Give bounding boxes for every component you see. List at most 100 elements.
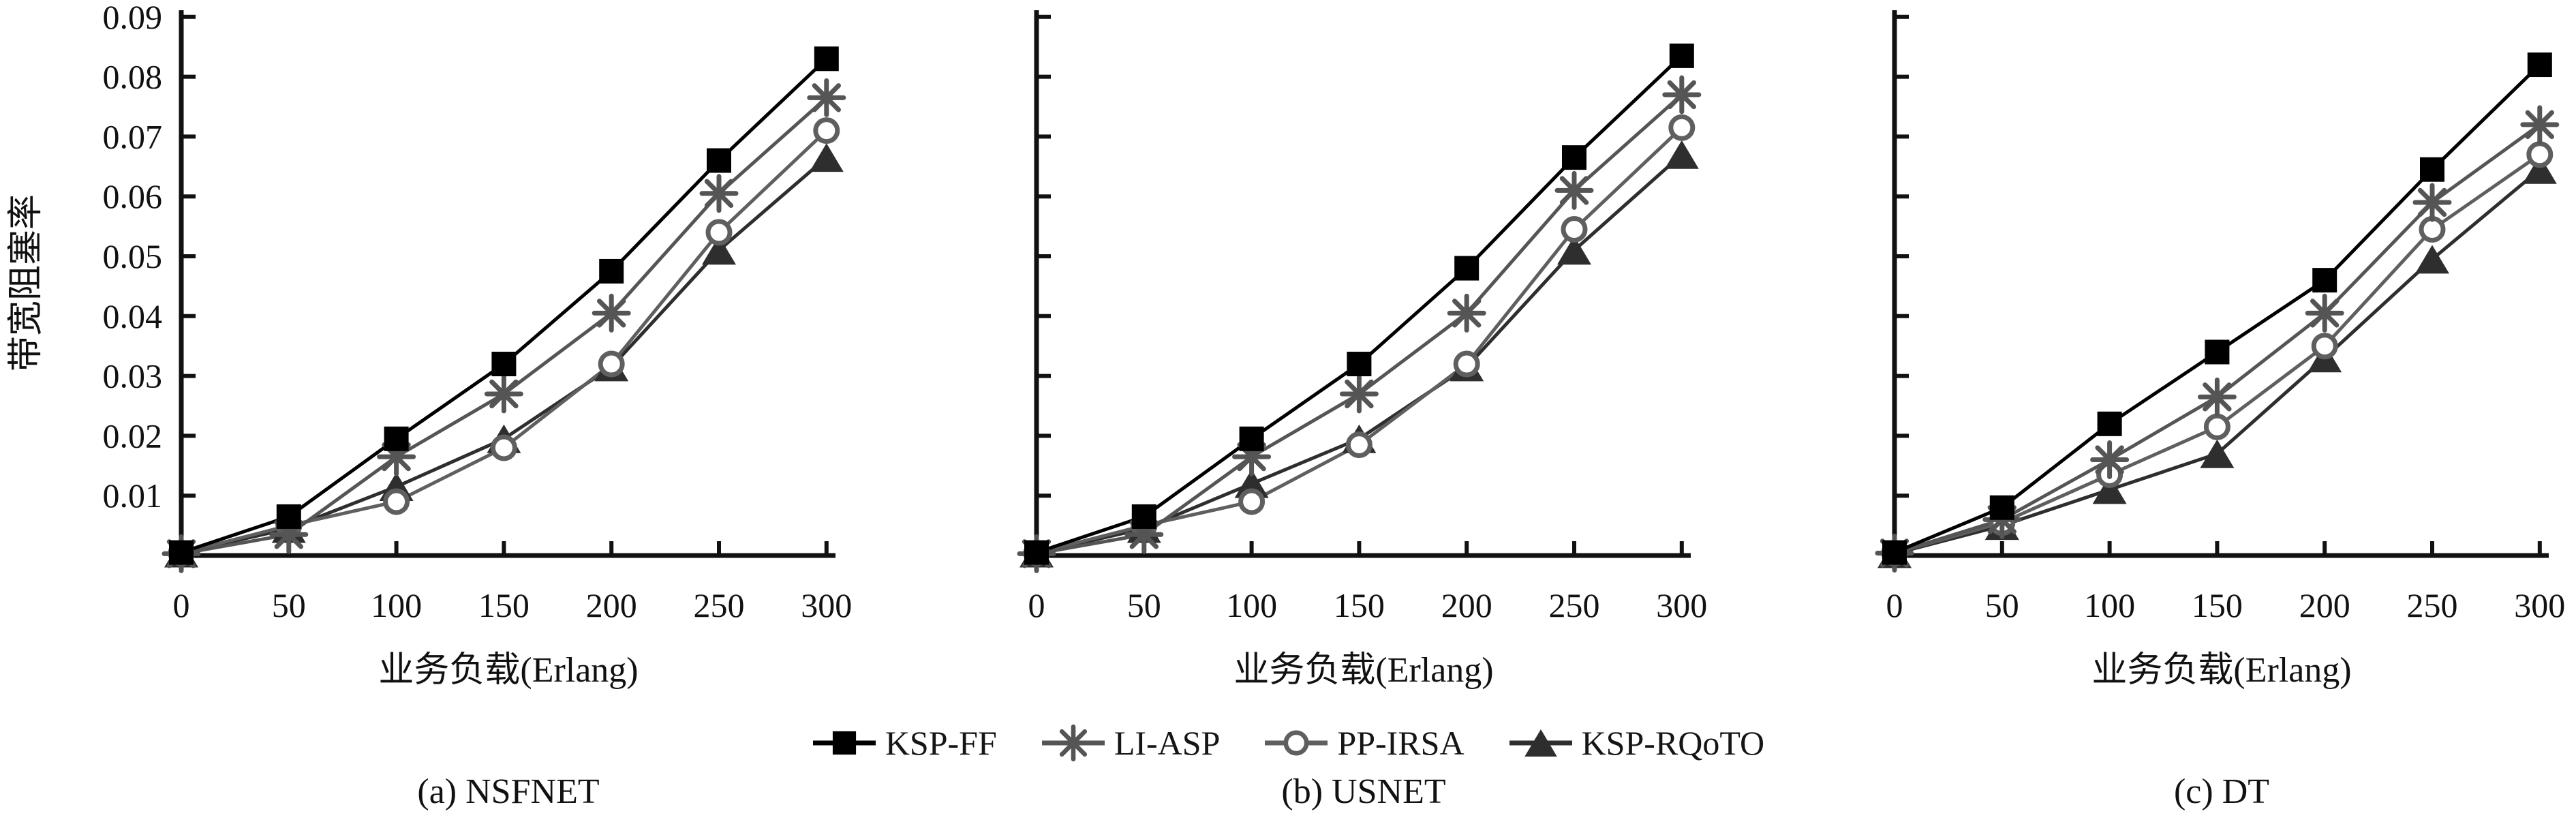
open-circle-marker-icon	[490, 434, 517, 461]
asterisk-marker-icon	[1662, 75, 1702, 115]
open-circle-marker-icon	[2526, 141, 2554, 168]
filled-square-marker-icon	[2312, 268, 2337, 293]
filled-square-marker-icon	[2527, 52, 2552, 78]
filled-triangle-marker-icon	[702, 236, 736, 265]
asterisk-marker-icon	[2305, 293, 2344, 333]
subplot-0-y-tick-label: 0.09	[103, 0, 163, 36]
filled-square-marker-icon	[1131, 504, 1156, 529]
subplot-0-y-tick-label: 0.04	[103, 297, 163, 335]
subplot-1-x-tick-label: 100	[1226, 586, 1277, 624]
filled-triangle-marker-icon	[2522, 155, 2557, 184]
filled-square-marker-icon	[384, 426, 409, 451]
filled-square-marker-icon	[1882, 540, 1907, 565]
asterisk-marker-icon	[807, 78, 846, 117]
open-circle-marker-icon	[1453, 350, 1480, 378]
subplot-0-x-tick-label: 150	[478, 586, 530, 624]
filled-square-marker-icon	[276, 504, 301, 529]
open-circle-marker-icon	[705, 219, 733, 246]
asterisk-marker-icon	[1232, 437, 1272, 476]
filled-triangle-marker-icon	[2200, 439, 2235, 468]
filled-triangle-marker-icon	[2092, 475, 2127, 504]
filled-triangle-marker-icon	[1557, 236, 1591, 265]
open-circle-marker-icon	[2203, 413, 2230, 440]
subplot-0-x-tick-label: 50	[272, 586, 306, 624]
asterisk-marker-icon	[484, 374, 523, 414]
subplot-2-x-tick-label: 50	[1985, 586, 2019, 624]
asterisk-marker-icon	[699, 174, 739, 213]
open-circle-marker-icon	[1668, 114, 1696, 141]
subplot-0-x-tick-label: 0	[173, 586, 190, 624]
asterisk-marker-icon	[1554, 170, 1594, 210]
y-axis-title: 带宽阻塞率	[7, 194, 46, 371]
asterisk-marker-icon	[1447, 293, 1486, 333]
filled-square-marker-icon	[599, 258, 624, 284]
subplot-1-x-tick-label: 150	[1334, 586, 1385, 624]
subplot-1-x-tick-label: 0	[1028, 586, 1045, 624]
series-line-KSP-FF	[1036, 55, 1683, 554]
asterisk-marker-icon	[2197, 377, 2237, 416]
subplot-2-x-tick-label: 200	[2299, 586, 2350, 624]
asterisk-marker-icon	[592, 293, 631, 333]
filled-square-marker-icon	[1989, 495, 2014, 520]
asterisk-marker-icon	[269, 515, 309, 554]
open-circle-marker-icon	[1561, 215, 1588, 243]
filled-square-marker-icon	[1024, 540, 1049, 565]
filled-square-marker-icon	[1454, 256, 1479, 281]
series-line-KSP-FF	[181, 57, 828, 554]
filled-square-marker-icon	[1239, 426, 1264, 451]
open-circle-marker-icon	[2311, 333, 2338, 360]
subplot-2-x-tick-label: 150	[2192, 586, 2243, 624]
subplot-0-axes	[179, 10, 835, 558]
subplot-0-y-tick-label: 0.03	[103, 357, 163, 395]
asterisk-marker-icon	[2412, 183, 2452, 222]
filled-triangle-marker-icon	[809, 143, 844, 172]
filled-square-marker-icon	[2097, 411, 2122, 436]
subplot-1-x-axis-title: 业务负载(Erlang)	[1233, 651, 1493, 690]
asterisk-marker-icon	[377, 437, 416, 476]
subplot-2-x-tick-label: 0	[1886, 586, 1903, 624]
subplot-0-y-tick-label: 0.06	[103, 177, 163, 215]
filled-square-marker-icon	[169, 540, 194, 565]
subplot-0-x-axis-title: 业务负载(Erlang)	[378, 651, 638, 690]
subplot-0-y-tick-label: 0.01	[103, 476, 163, 515]
open-circle-marker-icon	[813, 117, 840, 144]
filled-square-marker-icon	[814, 46, 839, 72]
subplot-1-x-tick-label: 200	[1441, 586, 1492, 624]
subplot-2-x-tick-label: 250	[2407, 586, 2458, 624]
filled-triangle-marker-icon	[1664, 140, 1699, 169]
filled-square-marker-icon	[1562, 145, 1586, 170]
subplot-1-axes	[1034, 10, 1691, 558]
subplot-0-y-tick-label: 0.08	[103, 58, 163, 96]
subplot-0-y-tick-label: 0.02	[103, 416, 163, 455]
asterisk-marker-icon	[2090, 440, 2130, 480]
subplot-2-x-tick-label: 300	[2514, 586, 2565, 624]
subplot-2-axes	[1892, 10, 2549, 558]
series-line-KSP-FF	[1894, 63, 2541, 554]
filled-square-marker-icon	[2420, 157, 2444, 182]
asterisk-marker-icon	[1339, 374, 1379, 414]
filled-triangle-marker-icon	[2415, 245, 2449, 274]
subplot-2-x-axis-title: 业务负载(Erlang)	[2091, 651, 2351, 690]
filled-square-marker-icon	[491, 352, 517, 377]
subplot-0-y-tick-label: 0.05	[103, 237, 163, 275]
subplot-1-x-tick-label: 250	[1549, 586, 1600, 624]
filled-square-marker-icon	[1347, 352, 1372, 377]
subplot-0-x-tick-label: 200	[586, 586, 637, 624]
caption-subplot-a: (a) NSFNET	[417, 772, 600, 811]
subplot-2-x-tick-label: 100	[2084, 586, 2135, 624]
subplot-1-x-tick-label: 50	[1127, 586, 1161, 624]
open-circle-marker-icon	[383, 488, 410, 515]
subplot-0-x-tick-label: 300	[801, 586, 852, 624]
caption-subplot-c: (c) DT	[2173, 772, 2270, 811]
open-circle-marker-icon	[1238, 488, 1266, 515]
filled-triangle-marker-icon	[1234, 469, 1269, 498]
subplot-0-y-tick-label: 0.07	[103, 117, 163, 155]
asterisk-marker-icon	[1124, 515, 1164, 554]
open-circle-marker-icon	[598, 350, 625, 378]
filled-square-marker-icon	[707, 148, 731, 173]
filled-square-marker-icon	[1669, 43, 1694, 68]
subplot-1-x-tick-label: 300	[1656, 586, 1707, 624]
filled-square-marker-icon	[2205, 339, 2230, 365]
